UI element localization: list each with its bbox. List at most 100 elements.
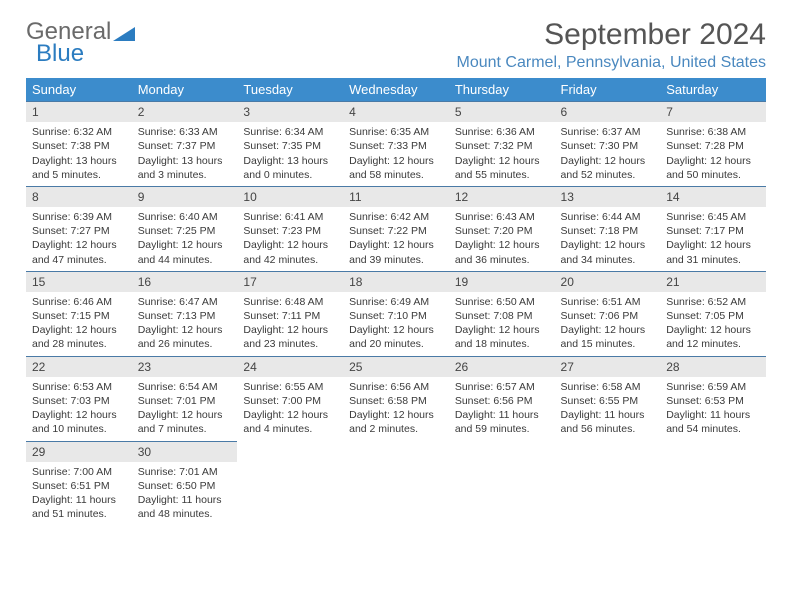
day-body: Sunrise: 6:48 AMSunset: 7:11 PMDaylight:… (237, 292, 343, 356)
day-body: Sunrise: 6:36 AMSunset: 7:32 PMDaylight:… (449, 122, 555, 186)
day-number: 1 (26, 101, 132, 122)
daylight-text: Daylight: 12 hours and 58 minutes. (349, 154, 443, 182)
sunrise-text: Sunrise: 6:33 AM (138, 125, 232, 139)
daylight-text: Daylight: 12 hours and 28 minutes. (32, 323, 126, 351)
sunrise-text: Sunrise: 6:52 AM (666, 295, 760, 309)
day-body: Sunrise: 6:46 AMSunset: 7:15 PMDaylight:… (26, 292, 132, 356)
daylight-text: Daylight: 12 hours and 4 minutes. (243, 408, 337, 436)
day-number: 30 (132, 441, 238, 462)
day-body: Sunrise: 6:39 AMSunset: 7:27 PMDaylight:… (26, 207, 132, 271)
sunrise-text: Sunrise: 6:46 AM (32, 295, 126, 309)
daylight-text: Daylight: 12 hours and 31 minutes. (666, 238, 760, 266)
daylight-text: Daylight: 12 hours and 7 minutes. (138, 408, 232, 436)
sunrise-text: Sunrise: 6:39 AM (32, 210, 126, 224)
calendar-day-cell: 3Sunrise: 6:34 AMSunset: 7:35 PMDaylight… (237, 101, 343, 186)
sunrise-text: Sunrise: 6:56 AM (349, 380, 443, 394)
day-body: Sunrise: 6:51 AMSunset: 7:06 PMDaylight:… (555, 292, 661, 356)
day-body: Sunrise: 6:58 AMSunset: 6:55 PMDaylight:… (555, 377, 661, 441)
calendar-day-cell: 15Sunrise: 6:46 AMSunset: 7:15 PMDayligh… (26, 271, 132, 356)
calendar-day-cell: 17Sunrise: 6:48 AMSunset: 7:11 PMDayligh… (237, 271, 343, 356)
calendar-day-cell: 19Sunrise: 6:50 AMSunset: 7:08 PMDayligh… (449, 271, 555, 356)
sunset-text: Sunset: 7:38 PM (32, 139, 126, 153)
day-number: 26 (449, 356, 555, 377)
sunrise-text: Sunrise: 6:45 AM (666, 210, 760, 224)
weekday-header: Sunday (26, 78, 132, 101)
calendar-day-cell: 13Sunrise: 6:44 AMSunset: 7:18 PMDayligh… (555, 186, 661, 271)
sunset-text: Sunset: 7:20 PM (455, 224, 549, 238)
sunset-text: Sunset: 7:06 PM (561, 309, 655, 323)
page-header: General September 2024 Mount Carmel, Pen… (26, 18, 766, 72)
day-number: 15 (26, 271, 132, 292)
calendar-day-cell: 2Sunrise: 6:33 AMSunset: 7:37 PMDaylight… (132, 101, 238, 186)
calendar-day-cell: 7Sunrise: 6:38 AMSunset: 7:28 PMDaylight… (660, 101, 766, 186)
sunset-text: Sunset: 7:35 PM (243, 139, 337, 153)
sunrise-text: Sunrise: 7:01 AM (138, 465, 232, 479)
day-body: Sunrise: 6:32 AMSunset: 7:38 PMDaylight:… (26, 122, 132, 186)
sunset-text: Sunset: 7:15 PM (32, 309, 126, 323)
sunset-text: Sunset: 7:32 PM (455, 139, 549, 153)
day-number: 7 (660, 101, 766, 122)
day-body: Sunrise: 6:41 AMSunset: 7:23 PMDaylight:… (237, 207, 343, 271)
sunset-text: Sunset: 6:53 PM (666, 394, 760, 408)
sunset-text: Sunset: 7:17 PM (666, 224, 760, 238)
calendar-week-row: 15Sunrise: 6:46 AMSunset: 7:15 PMDayligh… (26, 271, 766, 356)
sunrise-text: Sunrise: 6:40 AM (138, 210, 232, 224)
calendar-day-cell (343, 441, 449, 526)
calendar-day-cell: 1Sunrise: 6:32 AMSunset: 7:38 PMDaylight… (26, 101, 132, 186)
sunset-text: Sunset: 7:37 PM (138, 139, 232, 153)
title-block: September 2024 Mount Carmel, Pennsylvani… (457, 18, 766, 72)
day-body: Sunrise: 6:44 AMSunset: 7:18 PMDaylight:… (555, 207, 661, 271)
day-body: Sunrise: 6:35 AMSunset: 7:33 PMDaylight:… (343, 122, 449, 186)
day-number: 3 (237, 101, 343, 122)
day-number: 23 (132, 356, 238, 377)
calendar-day-cell: 27Sunrise: 6:58 AMSunset: 6:55 PMDayligh… (555, 356, 661, 441)
day-number: 25 (343, 356, 449, 377)
sunrise-text: Sunrise: 6:55 AM (243, 380, 337, 394)
day-body: Sunrise: 6:45 AMSunset: 7:17 PMDaylight:… (660, 207, 766, 271)
day-body: Sunrise: 6:38 AMSunset: 7:28 PMDaylight:… (660, 122, 766, 186)
day-number: 27 (555, 356, 661, 377)
day-number: 5 (449, 101, 555, 122)
calendar-day-cell: 4Sunrise: 6:35 AMSunset: 7:33 PMDaylight… (343, 101, 449, 186)
daylight-text: Daylight: 12 hours and 34 minutes. (561, 238, 655, 266)
calendar-day-cell: 23Sunrise: 6:54 AMSunset: 7:01 PMDayligh… (132, 356, 238, 441)
day-body: Sunrise: 6:34 AMSunset: 7:35 PMDaylight:… (237, 122, 343, 186)
sunset-text: Sunset: 7:23 PM (243, 224, 337, 238)
day-body: Sunrise: 6:33 AMSunset: 7:37 PMDaylight:… (132, 122, 238, 186)
calendar-day-cell: 29Sunrise: 7:00 AMSunset: 6:51 PMDayligh… (26, 441, 132, 526)
calendar-week-row: 1Sunrise: 6:32 AMSunset: 7:38 PMDaylight… (26, 101, 766, 186)
daylight-text: Daylight: 12 hours and 2 minutes. (349, 408, 443, 436)
day-number: 13 (555, 186, 661, 207)
day-number: 8 (26, 186, 132, 207)
day-number: 9 (132, 186, 238, 207)
sunrise-text: Sunrise: 6:48 AM (243, 295, 337, 309)
sunrise-text: Sunrise: 6:58 AM (561, 380, 655, 394)
weekday-header: Friday (555, 78, 661, 101)
daylight-text: Daylight: 12 hours and 15 minutes. (561, 323, 655, 351)
calendar-day-cell (237, 441, 343, 526)
daylight-text: Daylight: 12 hours and 18 minutes. (455, 323, 549, 351)
daylight-text: Daylight: 12 hours and 52 minutes. (561, 154, 655, 182)
sunset-text: Sunset: 6:50 PM (138, 479, 232, 493)
sunset-text: Sunset: 7:30 PM (561, 139, 655, 153)
calendar-day-cell: 14Sunrise: 6:45 AMSunset: 7:17 PMDayligh… (660, 186, 766, 271)
day-body: Sunrise: 6:53 AMSunset: 7:03 PMDaylight:… (26, 377, 132, 441)
daylight-text: Daylight: 11 hours and 59 minutes. (455, 408, 549, 436)
sunset-text: Sunset: 7:22 PM (349, 224, 443, 238)
calendar-body: 1Sunrise: 6:32 AMSunset: 7:38 PMDaylight… (26, 101, 766, 525)
day-number: 6 (555, 101, 661, 122)
calendar-day-cell: 10Sunrise: 6:41 AMSunset: 7:23 PMDayligh… (237, 186, 343, 271)
daylight-text: Daylight: 11 hours and 54 minutes. (666, 408, 760, 436)
calendar-day-cell: 26Sunrise: 6:57 AMSunset: 6:56 PMDayligh… (449, 356, 555, 441)
day-number: 18 (343, 271, 449, 292)
weekday-header: Wednesday (343, 78, 449, 101)
day-body: Sunrise: 6:59 AMSunset: 6:53 PMDaylight:… (660, 377, 766, 441)
day-number: 4 (343, 101, 449, 122)
sunrise-text: Sunrise: 6:41 AM (243, 210, 337, 224)
day-number: 28 (660, 356, 766, 377)
day-number: 17 (237, 271, 343, 292)
calendar-day-cell (555, 441, 661, 526)
sunrise-text: Sunrise: 6:44 AM (561, 210, 655, 224)
day-number: 2 (132, 101, 238, 122)
calendar-day-cell: 6Sunrise: 6:37 AMSunset: 7:30 PMDaylight… (555, 101, 661, 186)
